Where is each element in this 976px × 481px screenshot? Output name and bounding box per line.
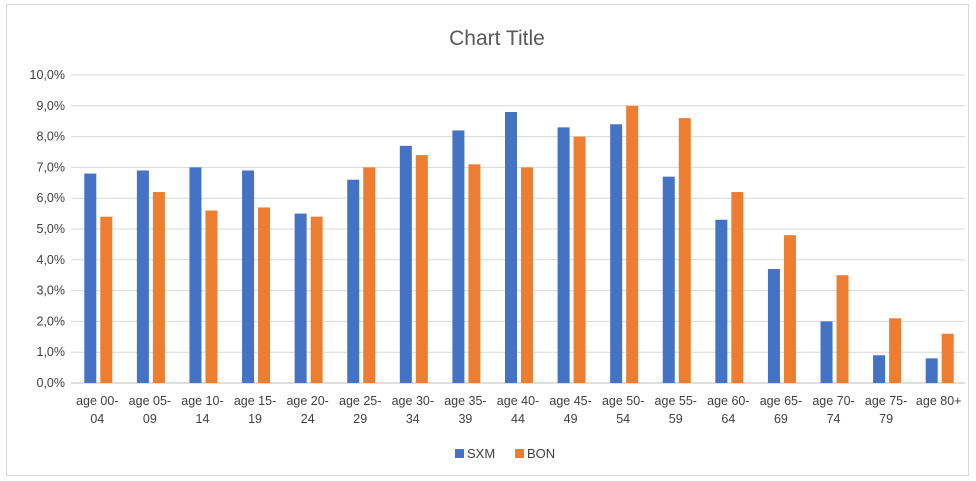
bar-bon xyxy=(205,210,218,383)
y-tick-label: 2,0% xyxy=(37,314,66,328)
bar-bon xyxy=(731,192,744,383)
bar-bon xyxy=(363,167,376,383)
bar-bon xyxy=(678,118,691,384)
legend-label-bon: BON xyxy=(527,446,555,461)
bar-bon xyxy=(941,333,954,383)
x-tick-label: age 70-74 xyxy=(812,394,854,426)
legend-swatch-sxm xyxy=(455,449,464,458)
bar-bon xyxy=(889,318,902,383)
bar-sxm xyxy=(399,145,412,383)
y-tick-label: 0,0% xyxy=(37,376,66,390)
chart-container: 0,0% 1,0% 2,0% 3,0% 4,0% 5,0% 6,0% 7,0% 8,0% 9,0%… xyxy=(6,4,969,476)
bar-sxm xyxy=(136,170,149,383)
bar-sxm xyxy=(715,219,728,383)
bar-sxm xyxy=(189,167,202,383)
bar-sxm xyxy=(873,355,886,383)
y-tick-label: 10,0% xyxy=(30,68,65,82)
x-tick-label: age 25-29 xyxy=(339,394,381,426)
bar-bon xyxy=(783,235,796,383)
bar-sxm xyxy=(505,111,517,384)
bar-bon xyxy=(626,105,639,384)
legend: SXM BON xyxy=(455,446,555,461)
x-axis-tick-labels: age 00-04 age 05-09 age 10-14 age 15-19 age … xyxy=(76,394,961,426)
bar-bon xyxy=(573,136,586,383)
x-tick-label: age 45-49 xyxy=(549,394,591,426)
x-tick-label: age 20-24 xyxy=(286,394,328,426)
bar-sxm xyxy=(84,173,97,383)
x-tick-label: age 15-19 xyxy=(234,394,276,426)
y-tick-label: 4,0% xyxy=(37,253,66,267)
x-tick-label: age 60-64 xyxy=(707,394,749,426)
x-tick-label: age 55-59 xyxy=(655,394,697,426)
bars xyxy=(84,105,954,384)
bar-bon xyxy=(521,167,533,383)
bar-sxm xyxy=(662,176,675,383)
y-axis-tick-labels: 0,0% 1,0% 2,0% 3,0% 4,0% 5,0% 6,0% 7,0% 8,0% 9,0%… xyxy=(30,68,65,390)
bar-bon xyxy=(836,275,849,383)
bar-sxm xyxy=(452,130,465,383)
x-tick-label: age 65-69 xyxy=(760,394,802,426)
bar-bon xyxy=(468,164,481,383)
bar-bon xyxy=(310,216,323,383)
bar-sxm xyxy=(347,179,360,383)
y-tick-label: 8,0% xyxy=(37,130,66,144)
y-tick-label: 3,0% xyxy=(37,284,66,298)
bar-sxm xyxy=(294,213,307,383)
bar-bon xyxy=(415,155,428,383)
bar-bon xyxy=(258,207,271,383)
bar-sxm xyxy=(925,358,938,383)
bar-sxm xyxy=(557,127,570,383)
x-tick-label: age 80+ xyxy=(916,394,962,408)
y-tick-label: 1,0% xyxy=(37,345,66,359)
x-tick-label: age 75-79 xyxy=(865,394,907,426)
y-tick-label: 7,0% xyxy=(37,160,66,174)
x-tick-label: age 40-44 xyxy=(497,394,539,426)
bar-bon xyxy=(100,216,113,383)
bar-sxm xyxy=(767,269,780,383)
x-tick-label: age 05-09 xyxy=(129,394,171,426)
bar-sxm xyxy=(820,321,833,383)
x-tick-label: age 30-34 xyxy=(392,394,434,426)
x-tick-label: age 35-39 xyxy=(444,394,486,426)
legend-label-sxm: SXM xyxy=(467,446,495,461)
y-tick-label: 6,0% xyxy=(37,191,66,205)
bar-sxm xyxy=(610,124,623,383)
chart-title: Chart Title xyxy=(449,27,545,50)
bar-bon xyxy=(152,192,165,383)
bar-chart: 0,0% 1,0% 2,0% 3,0% 4,0% 5,0% 6,0% 7,0% 8,0% 9,0%… xyxy=(30,27,965,461)
bar-sxm xyxy=(242,170,255,383)
x-tick-label: age 50-54 xyxy=(602,394,644,426)
x-tick-label: age 10-14 xyxy=(181,394,223,426)
gridlines xyxy=(71,74,965,384)
y-tick-label: 5,0% xyxy=(37,222,66,236)
x-tick-label: age 00-04 xyxy=(76,394,118,426)
legend-swatch-bon xyxy=(515,449,524,458)
y-tick-label: 9,0% xyxy=(37,99,66,113)
